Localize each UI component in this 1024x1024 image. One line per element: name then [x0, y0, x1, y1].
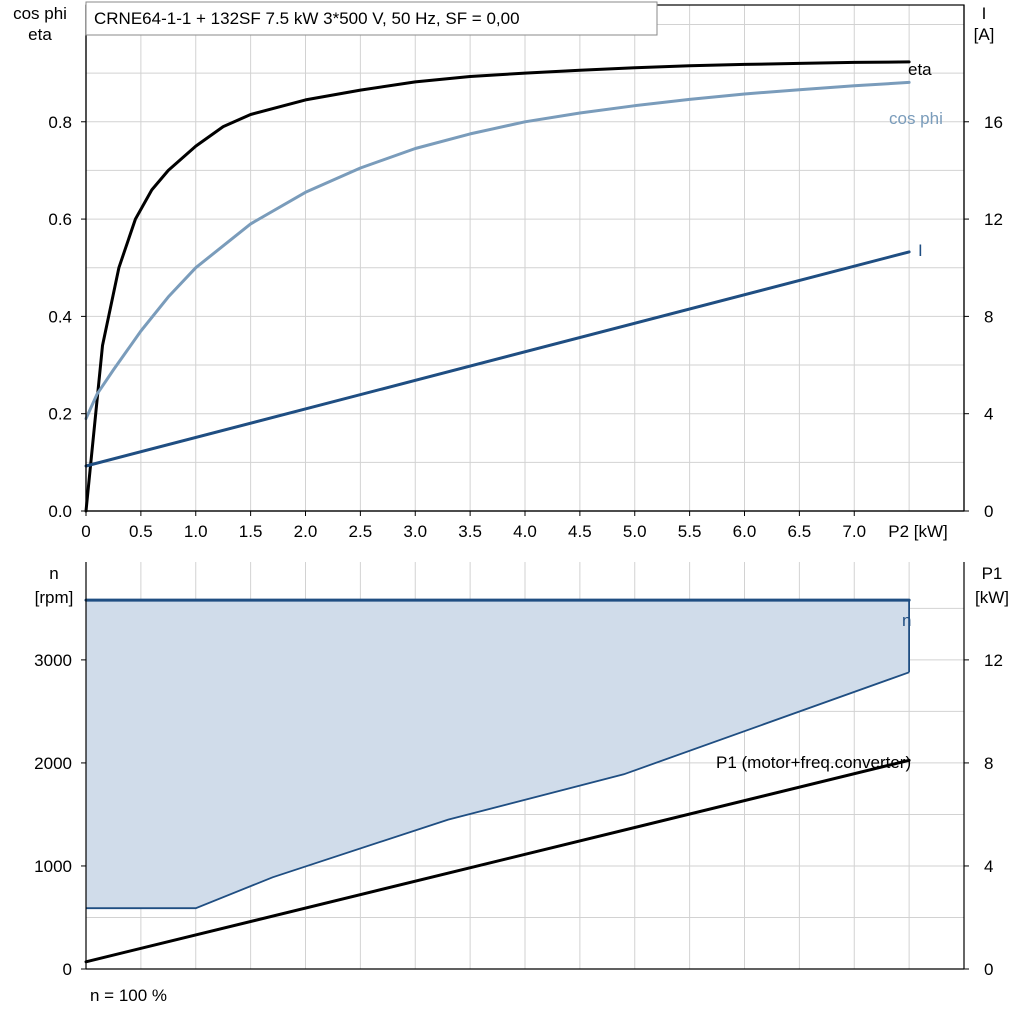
bottom-panel: 0 1000 2000 3000 0 4 8 12 n [rpm] P1 [kW] n P1 …	[34, 562, 1009, 1005]
top-yl-tick-label-2: 0.4	[48, 307, 72, 326]
series-label-i: I	[918, 241, 923, 260]
top-x-tick-label-13: 6.5	[788, 522, 812, 541]
top-x-tick-label-14: 7.0	[842, 522, 866, 541]
right-axis-label-i: I	[982, 4, 987, 23]
top-grid	[86, 5, 964, 511]
top-x-tick-label-11: 5.5	[678, 522, 702, 541]
top-yr-tick-label-0: 0	[984, 502, 993, 521]
top-x-tick-label-1: 0.5	[129, 522, 153, 541]
series-label-n: n	[902, 611, 911, 630]
top-yr-tick-label-1: 4	[984, 405, 993, 424]
top-x-tick-label-4: 2.0	[294, 522, 318, 541]
top-series	[84, 60, 911, 513]
series-line-i	[84, 250, 911, 468]
bottom-yl-tick-label-3: 3000	[34, 651, 72, 670]
top-x-tick-label-2: 1.0	[184, 522, 208, 541]
right-axis-label-kw: [kW]	[975, 588, 1009, 607]
top-yr-tick-label-3: 12	[984, 210, 1003, 229]
x-axis-label: P2 [kW]	[888, 522, 948, 541]
series-label-eta: eta	[908, 60, 932, 79]
series-line-p1	[84, 758, 911, 964]
top-x-tick-label-5: 2.5	[349, 522, 373, 541]
top-x-tick-label-9: 4.5	[568, 522, 592, 541]
top-x-tick-label-7: 3.5	[458, 522, 482, 541]
left-axis-label-rpm: [rpm]	[35, 588, 74, 607]
top-x-tick-label-12: 6.0	[733, 522, 757, 541]
top-x-tick-label-10: 5.0	[623, 522, 647, 541]
right-axis-label-i-unit: [A]	[974, 25, 995, 44]
top-ticks: 0 0.5 1.0 1.5 2.0 2.5 3.0 3.5 4.0 4.5 5.0 5.5 6.0 6.5…	[48, 113, 1003, 541]
top-yl-tick-label-3: 0.6	[48, 210, 72, 229]
bottom-yl-tick-label-0: 0	[63, 960, 72, 979]
right-axis-label-p1: P1	[982, 564, 1003, 583]
left-axis-label-eta: eta	[28, 25, 52, 44]
title-box	[85, 1, 658, 36]
bottom-yr-tick-label-2: 8	[984, 754, 993, 773]
bottom-yr-tick-label-3: 12	[984, 651, 1003, 670]
top-x-tick-label-6: 3.0	[403, 522, 427, 541]
chart-title: CRNE64-1-1 + 132SF 7.5 kW 3*500 V, 50 Hz…	[94, 9, 520, 28]
top-x-tick-label-3: 1.5	[239, 522, 263, 541]
bottom-yl-tick-label-2: 2000	[34, 754, 72, 773]
series-label-p1: P1 (motor+freq.converter)	[716, 753, 911, 772]
bottom-yr-tick-label-0: 0	[984, 960, 993, 979]
top-x-tick-label-8: 4.0	[513, 522, 537, 541]
top-yr-tick-label-2: 8	[984, 307, 993, 326]
left-axis-label-cos-phi: cos phi	[13, 4, 67, 23]
annotation-n-100: n = 100 %	[90, 986, 167, 1005]
top-yl-tick-label-4: 0.8	[48, 113, 72, 132]
top-x-tick-label-0: 0	[81, 522, 90, 541]
series-label-cos-phi: cos phi	[889, 109, 943, 128]
bottom-ticks: 0 1000 2000 3000 0 4 8 12	[34, 651, 1003, 979]
series-line-cos-phi	[84, 80, 911, 421]
series-line-eta	[84, 60, 911, 513]
operating-region-lower-edge	[86, 671, 910, 910]
operating-region	[86, 600, 910, 909]
top-yl-tick-label-0: 0.0	[48, 502, 72, 521]
bottom-yl-tick-label-1: 1000	[34, 857, 72, 876]
top-yr-tick-label-4: 16	[984, 113, 1003, 132]
bottom-series	[84, 598, 911, 964]
bottom-yr-tick-label-1: 4	[984, 857, 993, 876]
top-panel: 0 0.5 1.0 1.5 2.0 2.5 3.0 3.5 4.0 4.5 5.0 5.5 6.0 6.5…	[13, 1, 1003, 541]
top-yl-tick-label-1: 0.2	[48, 405, 72, 424]
left-axis-label-n: n	[49, 564, 58, 583]
